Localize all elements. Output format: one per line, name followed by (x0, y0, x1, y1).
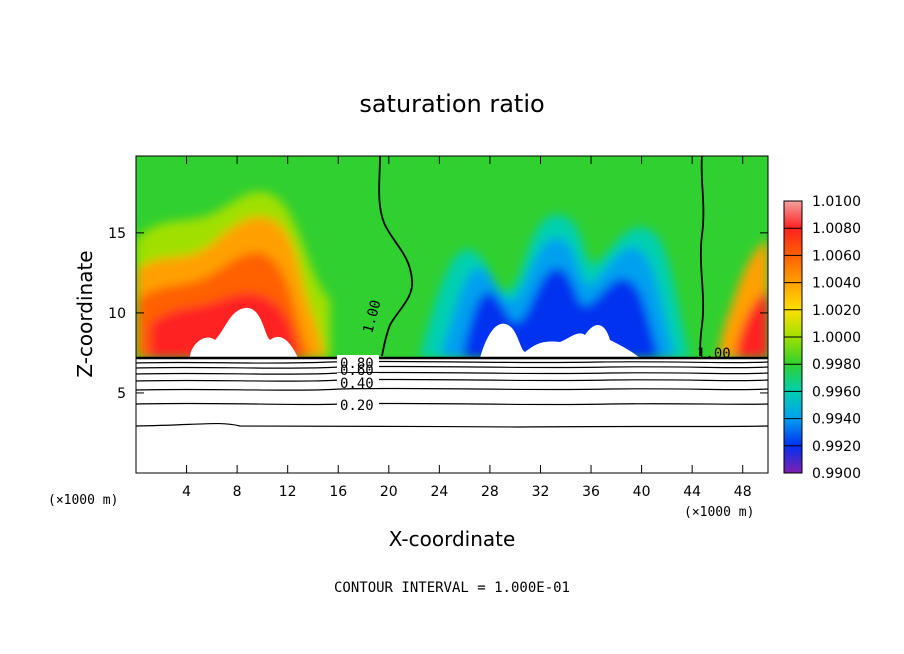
colorbar-label: 0.9940 (812, 412, 861, 428)
y-tick-labels: 5 10 15 (108, 226, 126, 402)
y-axis-label: Z-coordinate (73, 250, 97, 377)
colorbar-label: 1.0100 (812, 194, 861, 210)
contour-1.00-right (699, 155, 705, 357)
white-bubbles (190, 307, 298, 358)
x-axis-ticks (186, 156, 744, 473)
colorbar-ticks (784, 200, 802, 474)
colorbar-label: 1.0080 (812, 221, 861, 237)
contour-label-0.80: 0.80 (340, 356, 374, 372)
x-tick-label: 40 (633, 484, 651, 500)
x-tick-label: 28 (481, 484, 499, 500)
x-tick-label: 12 (279, 484, 297, 500)
colorbar-label: 0.9980 (812, 357, 861, 373)
x-tick-label: 20 (380, 484, 398, 500)
x-tick-labels: 4 8 12 16 20 24 28 32 36 40 44 48 (182, 484, 752, 500)
contour-label-1.00-right: 1.00 (697, 346, 731, 362)
y-tick-label: 15 (108, 226, 126, 242)
x-tick-label: 16 (329, 484, 347, 500)
x-unit-label-left: (×1000 m) (48, 493, 118, 508)
saturation-field (136, 156, 768, 473)
x-tick-label: 32 (532, 484, 550, 500)
contour-lines (135, 155, 769, 428)
y-tick-label: 5 (117, 386, 126, 402)
colorbar-label: 1.0000 (812, 330, 861, 346)
contour-1.00-left (378, 155, 413, 357)
x-unit-label-right: (×1000 m) (684, 505, 754, 520)
x-tick-label: 36 (582, 484, 600, 500)
colorbar-label: 0.9920 (812, 439, 861, 455)
colorbar-label: 1.0040 (812, 276, 861, 292)
colorbar-label: 0.9900 (812, 466, 861, 482)
colorbar-label: 1.0060 (812, 248, 861, 264)
y-axis-ticks (136, 232, 768, 394)
x-tick-label: 44 (683, 484, 701, 500)
contour-interval-note: CONTOUR INTERVAL = 1.000E-01 (334, 580, 570, 596)
plot-frame (135, 155, 769, 474)
x-tick-label: 24 (430, 484, 448, 500)
y-tick-label: 10 (108, 306, 126, 322)
colorbar-labels: 1.0100 1.0080 1.0060 1.0040 1.0020 1.0000 0.99… (812, 194, 861, 482)
contour-label-0.60: 0.60 (340, 363, 374, 379)
contour-label-0.20: 0.20 (340, 398, 374, 414)
colorbar-label: 0.9960 (812, 384, 861, 400)
contour-label-0.40: 0.40 (340, 376, 374, 392)
colorbar-label: 1.0020 (812, 303, 861, 319)
x-tick-label: 4 (182, 484, 191, 500)
x-tick-label: 48 (734, 484, 752, 500)
chart-title: saturation ratio (359, 90, 544, 118)
x-axis-label: X-coordinate (389, 527, 516, 551)
x-tick-label: 8 (233, 484, 242, 500)
